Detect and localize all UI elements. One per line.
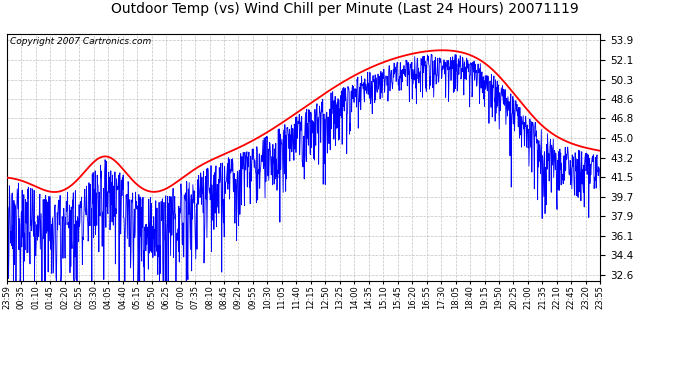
Text: Copyright 2007 Cartronics.com: Copyright 2007 Cartronics.com	[10, 38, 151, 46]
Text: Outdoor Temp (vs) Wind Chill per Minute (Last 24 Hours) 20071119: Outdoor Temp (vs) Wind Chill per Minute …	[111, 2, 579, 16]
